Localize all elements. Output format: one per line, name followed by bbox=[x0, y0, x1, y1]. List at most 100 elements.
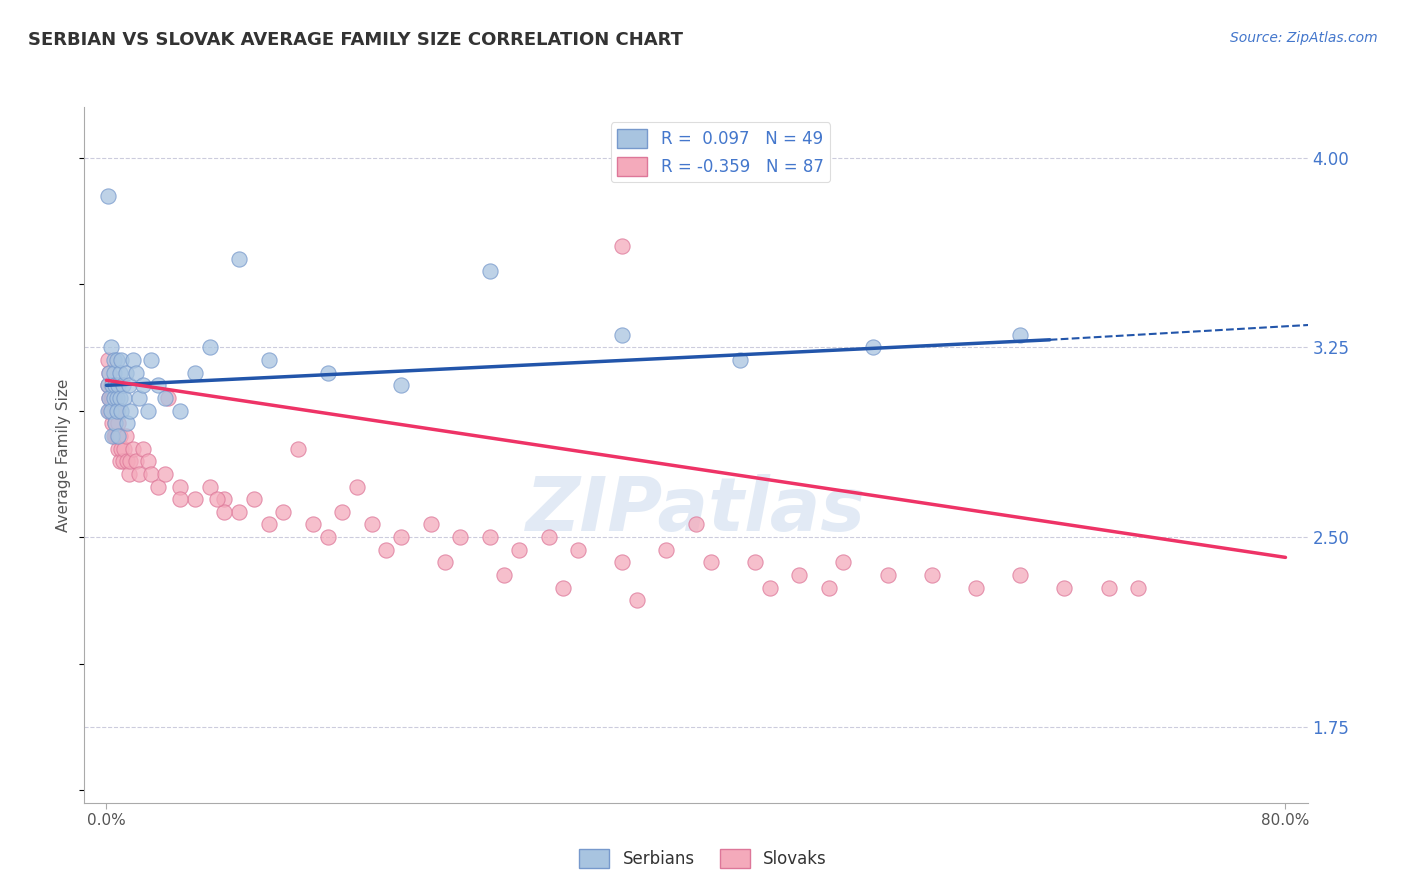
Point bbox=[97, 378, 120, 392]
Point bbox=[243, 492, 266, 507]
Point bbox=[105, 403, 128, 417]
Text: SERBIAN VS SLOVAK AVERAGE FAMILY SIZE CORRELATION CHART: SERBIAN VS SLOVAK AVERAGE FAMILY SIZE CO… bbox=[28, 31, 683, 49]
Point bbox=[375, 542, 398, 557]
Point bbox=[103, 391, 125, 405]
Point bbox=[104, 417, 127, 431]
Point bbox=[198, 479, 221, 493]
Point bbox=[110, 442, 132, 456]
Legend: R =  0.097   N = 49, R = -0.359   N = 87: R = 0.097 N = 49, R = -0.359 N = 87 bbox=[610, 122, 830, 183]
Y-axis label: Average Family Size: Average Family Size bbox=[56, 378, 72, 532]
Point bbox=[1010, 327, 1032, 342]
Point bbox=[98, 366, 121, 380]
Point bbox=[876, 568, 898, 582]
Point bbox=[105, 429, 128, 443]
Point bbox=[139, 467, 162, 481]
Point bbox=[136, 403, 159, 417]
Point bbox=[103, 378, 125, 392]
Point bbox=[1010, 568, 1032, 582]
Point bbox=[419, 517, 441, 532]
Point bbox=[105, 403, 128, 417]
Point bbox=[98, 391, 121, 405]
Point bbox=[128, 467, 150, 481]
Point bbox=[111, 454, 134, 468]
Point bbox=[136, 454, 159, 468]
Point bbox=[965, 581, 987, 595]
Point bbox=[98, 391, 121, 405]
Point bbox=[862, 340, 884, 354]
Point bbox=[108, 391, 131, 405]
Point bbox=[787, 568, 810, 582]
Point bbox=[758, 581, 780, 595]
Point bbox=[287, 442, 309, 456]
Point bbox=[132, 442, 155, 456]
Point bbox=[101, 378, 124, 392]
Point bbox=[685, 517, 707, 532]
Point bbox=[98, 403, 121, 417]
Point bbox=[104, 417, 127, 431]
Point bbox=[146, 378, 169, 392]
Point bbox=[157, 391, 180, 405]
Point bbox=[301, 517, 323, 532]
Point bbox=[139, 353, 162, 368]
Point bbox=[117, 467, 139, 481]
Point bbox=[101, 417, 124, 431]
Point bbox=[118, 403, 141, 417]
Point bbox=[360, 517, 382, 532]
Point bbox=[699, 556, 721, 570]
Point bbox=[112, 391, 135, 405]
Point bbox=[118, 454, 141, 468]
Point bbox=[98, 366, 121, 380]
Point bbox=[389, 530, 412, 544]
Point bbox=[832, 556, 855, 570]
Point bbox=[115, 454, 138, 468]
Point bbox=[744, 556, 766, 570]
Point bbox=[817, 581, 839, 595]
Point bbox=[273, 505, 295, 519]
Point bbox=[103, 429, 125, 443]
Point bbox=[114, 366, 136, 380]
Text: ZIPatlas: ZIPatlas bbox=[526, 474, 866, 547]
Point bbox=[449, 530, 471, 544]
Point bbox=[1097, 581, 1119, 595]
Point bbox=[346, 479, 368, 493]
Point bbox=[125, 366, 148, 380]
Point bbox=[100, 378, 122, 392]
Point bbox=[655, 542, 678, 557]
Point bbox=[100, 340, 122, 354]
Text: Source: ZipAtlas.com: Source: ZipAtlas.com bbox=[1230, 31, 1378, 45]
Point bbox=[97, 188, 120, 202]
Point bbox=[257, 517, 280, 532]
Point bbox=[330, 505, 353, 519]
Point bbox=[316, 530, 339, 544]
Point bbox=[214, 505, 236, 519]
Point bbox=[122, 353, 145, 368]
Point bbox=[198, 340, 221, 354]
Point bbox=[105, 353, 128, 368]
Point bbox=[434, 556, 457, 570]
Point bbox=[108, 429, 131, 443]
Point bbox=[146, 479, 169, 493]
Point bbox=[612, 327, 634, 342]
Point bbox=[107, 378, 129, 392]
Point bbox=[478, 264, 501, 278]
Point bbox=[108, 366, 131, 380]
Legend: Serbians, Slovaks: Serbians, Slovaks bbox=[572, 842, 834, 875]
Point bbox=[107, 417, 129, 431]
Point bbox=[184, 366, 207, 380]
Point bbox=[612, 239, 634, 253]
Point bbox=[100, 403, 122, 417]
Point bbox=[103, 366, 125, 380]
Point bbox=[103, 403, 125, 417]
Point bbox=[205, 492, 228, 507]
Point bbox=[169, 479, 191, 493]
Point bbox=[101, 429, 124, 443]
Point bbox=[921, 568, 943, 582]
Point bbox=[567, 542, 589, 557]
Point bbox=[97, 403, 120, 417]
Point bbox=[110, 403, 132, 417]
Point bbox=[214, 492, 236, 507]
Point bbox=[508, 542, 530, 557]
Point bbox=[110, 353, 132, 368]
Point bbox=[100, 403, 122, 417]
Point bbox=[169, 403, 191, 417]
